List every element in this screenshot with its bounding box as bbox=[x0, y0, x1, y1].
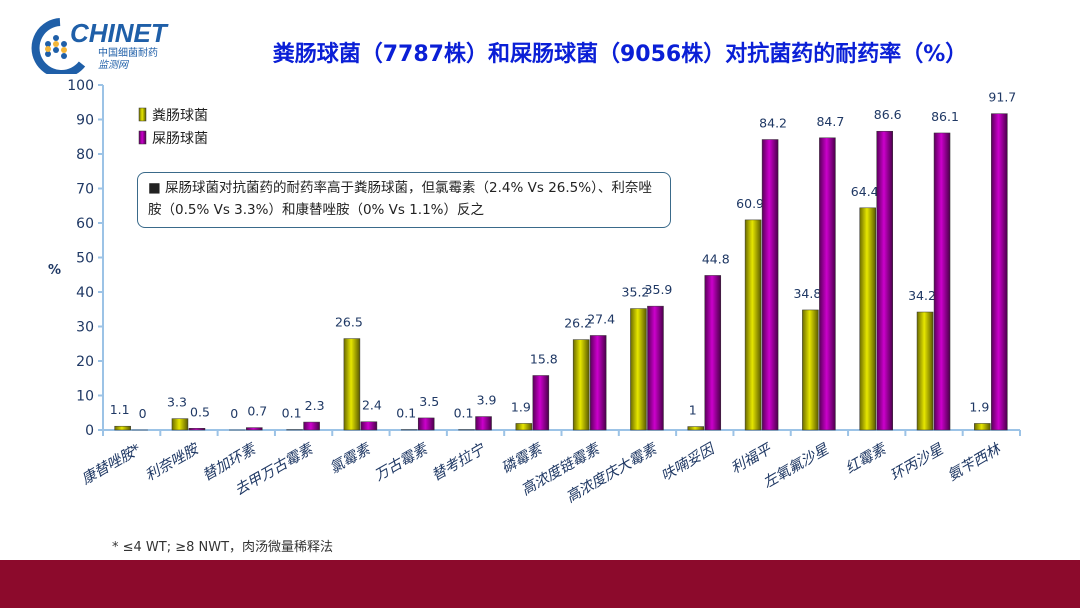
data-label: 3.3 bbox=[167, 395, 187, 410]
bar-faecalis bbox=[515, 423, 533, 431]
data-label: 27.4 bbox=[587, 311, 615, 326]
data-label: 0.5 bbox=[190, 404, 210, 419]
legend-swatch bbox=[138, 107, 147, 122]
bar-faecium bbox=[876, 130, 893, 431]
y-axis-label: % bbox=[48, 263, 61, 278]
data-label: 26.2 bbox=[564, 316, 592, 331]
footnote: * ≤4 WT; ≥8 NWT，肉汤微量稀释法 bbox=[112, 540, 334, 555]
legend-label: 粪肠球菌 bbox=[152, 108, 208, 124]
data-label: 34.2 bbox=[908, 288, 936, 303]
annotation-box: ■ 屎肠球菌对抗菌药的耐药率高于粪肠球菌，但氯霉素（2.4% Vs 26.5%）… bbox=[137, 172, 671, 228]
bar-faecalis bbox=[802, 309, 819, 431]
y-tick-label: 80 bbox=[76, 147, 94, 163]
bar-faecium bbox=[246, 427, 263, 431]
logo-text: CHINET bbox=[70, 18, 169, 48]
bar-faecalis bbox=[343, 338, 361, 431]
data-label: 60.9 bbox=[736, 196, 764, 211]
data-label: 15.8 bbox=[530, 351, 558, 366]
bar-faecium bbox=[761, 139, 779, 431]
x-tick-label: 呋喃妥因 bbox=[658, 439, 719, 484]
legend-swatch bbox=[138, 130, 147, 145]
data-label: 86.6 bbox=[874, 107, 902, 122]
x-tick-label: 利奈唑胺 bbox=[142, 439, 203, 484]
y-tick-label: 20 bbox=[76, 354, 94, 370]
bar-faecium bbox=[188, 428, 206, 431]
x-tick-label: 氨苄西林 bbox=[945, 440, 1005, 484]
bar-faecalis bbox=[916, 311, 934, 431]
x-tick-label: 替考拉宁 bbox=[429, 440, 489, 484]
data-label: 35.2 bbox=[622, 285, 650, 300]
data-label: 84.7 bbox=[816, 114, 844, 129]
bar-faecium bbox=[933, 132, 951, 431]
bar-faecalis bbox=[114, 425, 131, 431]
bar-faecium bbox=[647, 305, 664, 431]
data-label: 0.1 bbox=[396, 406, 416, 421]
bar-faecalis bbox=[572, 339, 590, 431]
data-label: 1.9 bbox=[969, 399, 989, 414]
data-label: 0.1 bbox=[282, 406, 302, 421]
data-label: 2.4 bbox=[362, 398, 382, 413]
bar-faecalis bbox=[744, 219, 762, 431]
bar-faecium bbox=[819, 137, 836, 431]
data-label: 1 bbox=[689, 403, 697, 418]
y-tick-label: 60 bbox=[76, 216, 94, 232]
footer-band bbox=[0, 560, 1080, 608]
bar-faecium bbox=[589, 335, 607, 431]
logo-sub2: 监测网 bbox=[98, 59, 130, 71]
chinet-logo: CHINET 中国细菌耐药 监测网 bbox=[30, 14, 180, 78]
y-tick-label: 40 bbox=[76, 285, 94, 301]
bar-faecalis bbox=[859, 207, 876, 431]
bar-faecium bbox=[360, 421, 378, 431]
data-label: 0.7 bbox=[247, 404, 267, 419]
x-tick-label: 康替唑胺* bbox=[79, 440, 145, 488]
data-label: 44.8 bbox=[702, 251, 730, 266]
bar-faecalis bbox=[974, 423, 991, 431]
data-label: 34.8 bbox=[793, 286, 821, 301]
y-tick-label: 50 bbox=[76, 251, 94, 267]
data-label: 3.5 bbox=[419, 394, 439, 409]
bar-faecium bbox=[704, 275, 722, 431]
data-label: 0 bbox=[139, 406, 147, 421]
x-tick-label: 环丙沙星 bbox=[887, 440, 947, 484]
data-label: 64.4 bbox=[851, 184, 879, 199]
x-tick-label: 利福平 bbox=[728, 440, 775, 477]
bar-faecalis bbox=[687, 426, 705, 431]
y-tick-label: 10 bbox=[76, 389, 94, 405]
bar-faecium bbox=[475, 416, 492, 431]
x-tick-label: 高浓度庆大霉素 bbox=[563, 440, 661, 506]
x-tick-label: 磷霉素 bbox=[499, 440, 546, 477]
data-label: 26.5 bbox=[335, 315, 363, 330]
y-tick-label: 100 bbox=[67, 78, 94, 94]
bar-faecalis bbox=[630, 308, 647, 431]
y-tick-label: 70 bbox=[76, 182, 94, 198]
chart-title: 粪肠球菌（7787株）和屎肠球菌（9056株）对抗菌药的耐药率（%） bbox=[272, 42, 968, 67]
logo-sub1: 中国细菌耐药 bbox=[98, 46, 158, 59]
data-label: 1.9 bbox=[511, 399, 531, 414]
bar-faecium bbox=[532, 375, 550, 431]
data-label: 3.9 bbox=[477, 393, 497, 408]
y-tick-label: 30 bbox=[76, 320, 94, 336]
y-tick-label: 0 bbox=[85, 423, 94, 439]
data-label: 2.3 bbox=[305, 398, 325, 413]
x-tick-label: 万古霉素 bbox=[371, 440, 431, 484]
x-tick-label: 红霉素 bbox=[843, 440, 890, 477]
bar-faecium bbox=[417, 417, 435, 431]
bar-faecium bbox=[303, 421, 320, 431]
data-label: 35.9 bbox=[645, 282, 673, 297]
data-label: 0.1 bbox=[454, 406, 474, 421]
data-label: 1.1 bbox=[110, 402, 130, 417]
data-label: 0 bbox=[230, 406, 238, 421]
bar-faecalis bbox=[171, 418, 189, 431]
legend-label: 屎肠球菌 bbox=[152, 131, 208, 147]
bar-faecium bbox=[991, 113, 1008, 431]
x-tick-label: 左氧氟沙星 bbox=[760, 440, 833, 492]
y-tick-label: 90 bbox=[76, 113, 94, 129]
data-label: 84.2 bbox=[759, 116, 787, 131]
x-tick-label: 氯霉素 bbox=[327, 440, 374, 477]
data-label: 86.1 bbox=[931, 109, 959, 124]
data-label: 91.7 bbox=[988, 90, 1016, 105]
